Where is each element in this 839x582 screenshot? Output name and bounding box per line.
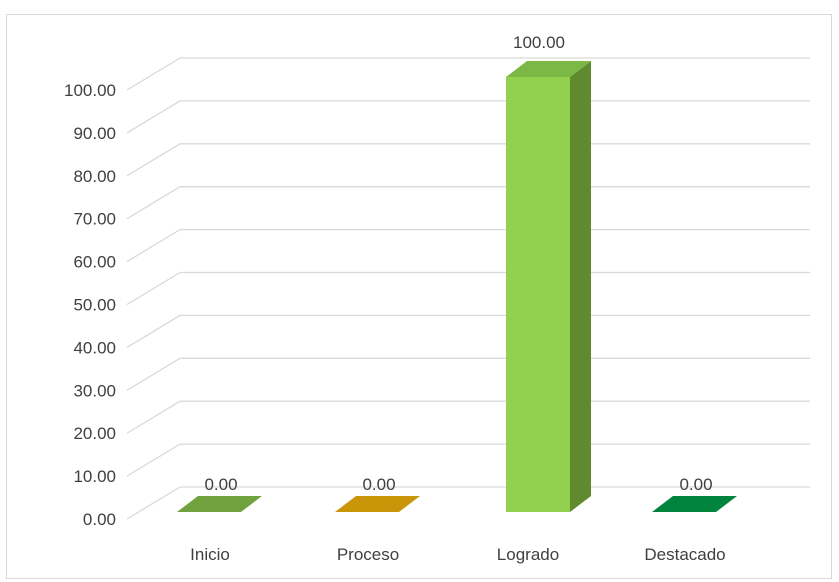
gridline — [126, 443, 810, 477]
data-label: 100.00 — [513, 33, 565, 52]
bar-side-face — [570, 61, 591, 512]
y-tick-label: 50.00 — [73, 296, 116, 315]
bar-top-face — [506, 61, 591, 77]
gridline — [126, 357, 810, 391]
gridline — [126, 400, 810, 434]
y-tick-label: 60.00 — [73, 253, 116, 272]
bar-inicio — [177, 496, 262, 512]
gridline — [126, 57, 810, 91]
bar-top-face — [177, 496, 262, 512]
y-tick-label: 40.00 — [73, 338, 116, 357]
y-tick-label: 80.00 — [73, 167, 116, 186]
bar-top-face — [335, 496, 420, 512]
gridline — [126, 186, 810, 220]
bar-top-face — [652, 496, 737, 512]
bar-proceso — [335, 496, 420, 512]
data-label: 0.00 — [679, 475, 712, 494]
gridline — [126, 228, 810, 263]
gridline — [126, 143, 810, 177]
x-tick-label: Logrado — [497, 545, 559, 564]
x-tick-label: Proceso — [337, 545, 399, 564]
y-tick-label: 10.00 — [73, 467, 116, 486]
y-tick-label: 90.00 — [73, 124, 116, 143]
y-tick-label: 100.00 — [64, 81, 116, 100]
bar-destacado — [652, 496, 737, 512]
y-tick-label: 70.00 — [73, 210, 116, 229]
chart-frame — [6, 14, 832, 579]
gridline — [126, 486, 810, 520]
y-tick-label: 30.00 — [73, 381, 116, 400]
y-tick-label: 0.00 — [83, 510, 116, 529]
data-label: 0.00 — [362, 475, 395, 494]
y-tick-label: 20.00 — [73, 424, 116, 443]
data-label: 0.00 — [204, 475, 237, 494]
bar-logrado — [506, 61, 591, 512]
gridline — [126, 100, 810, 134]
x-tick-label: Inicio — [190, 545, 230, 564]
bar-front-face — [506, 77, 570, 512]
x-tick-label: Destacado — [644, 545, 725, 564]
gridline — [126, 314, 810, 348]
gridline — [126, 271, 810, 306]
